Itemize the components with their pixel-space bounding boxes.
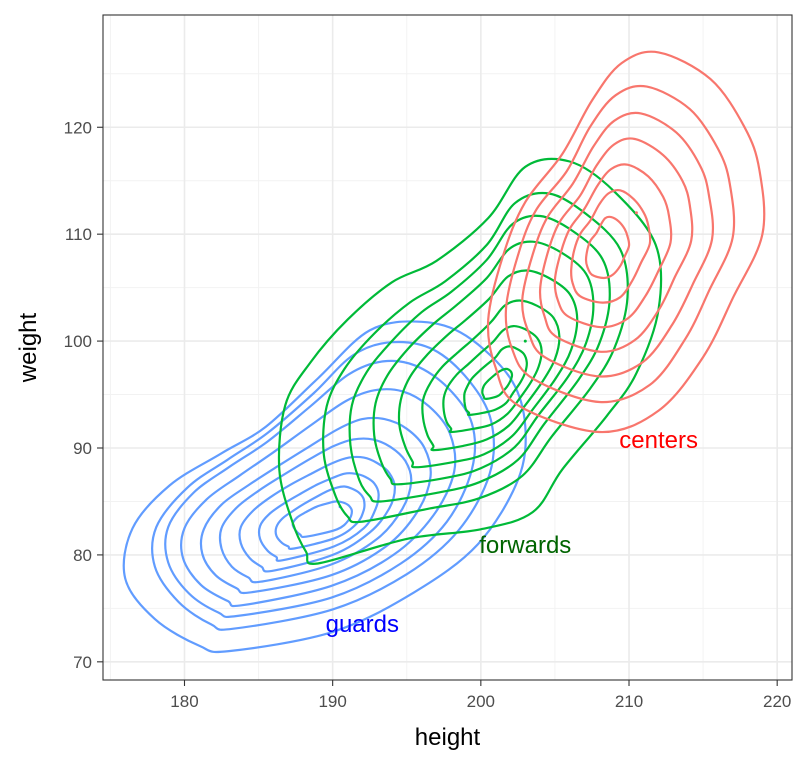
- centers-series: [486, 50, 766, 434]
- forwards-label: forwards: [479, 532, 571, 559]
- x-tick-label: 190: [318, 692, 346, 711]
- guards-contour: [257, 472, 380, 562]
- centers-contour: [538, 137, 694, 353]
- y-tick-label: 120: [64, 118, 92, 137]
- grid: [103, 15, 792, 680]
- guards-contour: [218, 437, 413, 584]
- forwards-contour: [481, 367, 514, 400]
- guards-contour: [151, 340, 495, 631]
- contours: [122, 50, 766, 654]
- x-axis-title: height: [415, 724, 481, 751]
- x-tick-label: 220: [763, 692, 791, 711]
- annotations: guards forwards centers: [326, 427, 698, 638]
- y-tick-label: 90: [73, 439, 92, 458]
- y-tick-label: 80: [73, 546, 92, 565]
- guards-contour: [238, 455, 396, 573]
- centers-label: centers: [619, 427, 698, 454]
- y-tick-label: 110: [65, 225, 92, 244]
- y-tick-label: 100: [64, 332, 92, 351]
- guards-series: [122, 320, 527, 654]
- forwards-contour: [397, 269, 579, 469]
- forwards-contour: [348, 214, 611, 503]
- x-tick-label: 210: [615, 692, 643, 711]
- guards-label: guards: [326, 611, 399, 638]
- centers-peak: [634, 211, 638, 215]
- forwards-contour: [442, 324, 543, 434]
- plot-panel: [103, 15, 792, 680]
- centers-contour: [584, 215, 631, 280]
- forwards-contour: [421, 299, 561, 452]
- guards-contour: [274, 485, 366, 550]
- centers-contour: [521, 111, 715, 378]
- guards-contour: [122, 320, 527, 654]
- plot-border: [102, 14, 793, 681]
- x-tick-label: 200: [467, 692, 495, 711]
- x-tick-label: 180: [170, 692, 198, 711]
- y-tick-label: 70: [73, 653, 92, 672]
- centers-contour: [504, 84, 736, 404]
- forwards-contour: [372, 240, 595, 486]
- forwards-contour: [322, 191, 629, 524]
- centers-contour: [570, 188, 652, 304]
- centers-contour: [553, 163, 673, 329]
- forwards-peak: [523, 339, 527, 343]
- guards-contour: [180, 388, 457, 608]
- centers-contour: [486, 50, 766, 434]
- y-axis-title: weight: [15, 312, 42, 383]
- guards-contour: [164, 359, 477, 619]
- guards-contour: [199, 416, 432, 595]
- axis-ticks: 180 190 200 210 220 70 80 90 100 110 120: [64, 118, 792, 711]
